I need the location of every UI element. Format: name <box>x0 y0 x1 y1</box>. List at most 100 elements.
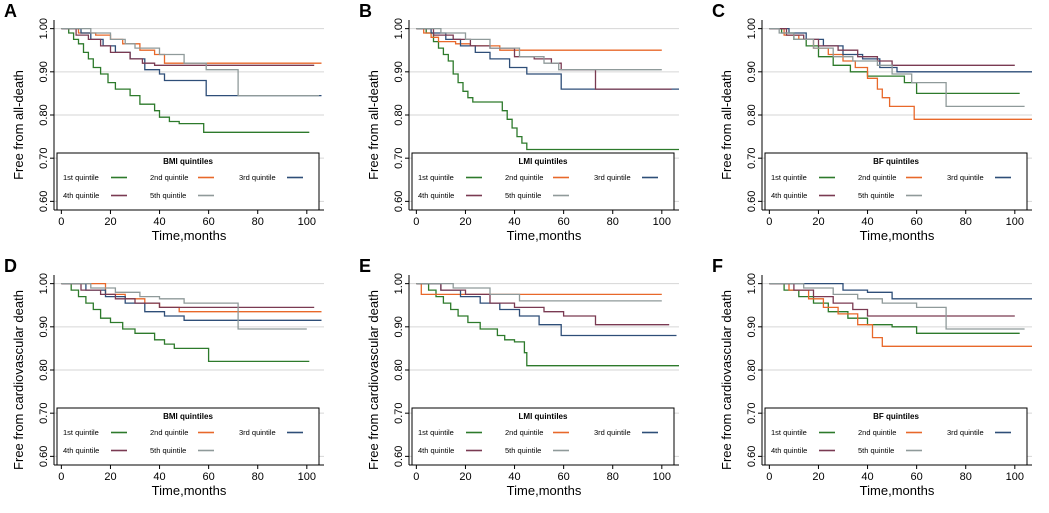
legend: BMI quintiles 1st quintile 2nd quintile 3rd… <box>56 152 320 211</box>
y-tick-label: 0.70 <box>393 402 405 423</box>
series-line-4 <box>769 282 1015 317</box>
y-tick-label: 0.60 <box>38 191 50 212</box>
x-tick-label: 40 <box>861 216 873 228</box>
y-tick-label: 0.80 <box>38 104 50 125</box>
x-tick-label: 100 <box>1006 471 1024 483</box>
y-tick-label: 1.00 <box>393 18 405 39</box>
series-line-1 <box>416 282 679 367</box>
series-line-4 <box>769 27 1015 66</box>
legend: LMI quintiles 1st quintile 2nd quintile 3rd… <box>411 407 675 466</box>
legend: BF quintiles 1st quintile 2nd quintile 3rd … <box>764 407 1028 466</box>
y-tick-label: 0.60 <box>746 191 758 212</box>
x-tick-label: 60 <box>911 216 923 228</box>
y-tick-label: 1.00 <box>38 273 50 294</box>
legend-label: 4th quintile <box>771 191 807 200</box>
legend-box <box>764 407 1028 466</box>
legend-label: 3rd quintile <box>594 173 631 182</box>
x-tick-label: 80 <box>607 216 619 228</box>
legend-label: 2nd quintile <box>505 428 543 437</box>
x-tick-label: 100 <box>298 216 316 228</box>
series-line-1 <box>769 282 1020 334</box>
x-axis-title: Time,months <box>152 228 227 243</box>
x-tick-label: 80 <box>607 471 619 483</box>
legend-label: 2nd quintile <box>858 173 896 182</box>
panel-letter: A <box>4 1 17 21</box>
y-tick-label: 0.70 <box>38 402 50 423</box>
series-line-5 <box>769 282 1025 330</box>
x-tick-label: 40 <box>508 471 520 483</box>
y-tick-label: 0.90 <box>38 316 50 337</box>
legend-box <box>411 152 675 211</box>
panel-letter: E <box>359 256 371 276</box>
x-tick-label: 40 <box>153 471 165 483</box>
series-line-3 <box>769 282 1032 300</box>
y-tick-label: 0.70 <box>393 147 405 168</box>
legend-label: 3rd quintile <box>947 428 984 437</box>
x-tick-label: 20 <box>812 216 824 228</box>
legend-label: 4th quintile <box>63 446 99 455</box>
panel-f: F 0.60 0.70 0.80 0.90 1.00 0 20 40 60 80 100 Time,mo… <box>712 256 1032 498</box>
y-tick-label: 1.00 <box>38 18 50 39</box>
series-line-5 <box>416 282 662 302</box>
legend-label: 3rd quintile <box>947 173 984 182</box>
legend-label: 5th quintile <box>505 191 541 200</box>
legend-label: 1st quintile <box>418 428 454 437</box>
x-axis-title: Time,months <box>860 228 935 243</box>
x-tick-label: 100 <box>653 471 671 483</box>
legend-label: 3rd quintile <box>594 428 631 437</box>
panel-letter: B <box>359 1 372 21</box>
panel-b: B 0.60 0.70 0.80 0.90 1.00 0 20 40 60 80 100 Time,mo… <box>359 1 679 243</box>
y-tick-label: 0.90 <box>38 61 50 82</box>
legend-title: BF quintiles <box>873 157 919 166</box>
y-axis-title: Free from all-death <box>719 70 734 180</box>
series-line-4 <box>61 282 315 309</box>
legend-box <box>56 152 320 211</box>
y-tick-label: 0.90 <box>393 61 405 82</box>
x-tick-label: 20 <box>812 471 824 483</box>
y-tick-label: 0.70 <box>746 147 758 168</box>
y-tick-label: 0.70 <box>746 402 758 423</box>
panel-c: C 0.60 0.70 0.80 0.90 1.00 0 20 40 60 80 100 Time,mo… <box>712 1 1032 243</box>
legend-label: 4th quintile <box>418 446 454 455</box>
legend-box <box>411 407 675 466</box>
series-line-1 <box>61 282 310 363</box>
y-tick-label: 0.80 <box>393 359 405 380</box>
panel-letter: F <box>712 256 723 276</box>
legend-label: 1st quintile <box>771 173 807 182</box>
y-tick-label: 1.00 <box>746 273 758 294</box>
y-tick-label: 0.60 <box>393 191 405 212</box>
series-line-1 <box>61 27 310 133</box>
x-tick-label: 40 <box>153 216 165 228</box>
series-line-5 <box>416 27 662 71</box>
x-tick-label: 80 <box>960 471 972 483</box>
legend-title: BMI quintiles <box>163 412 213 421</box>
legend-label: 4th quintile <box>418 191 454 200</box>
series-line-4 <box>416 27 672 90</box>
x-axis-title: Time,months <box>860 483 935 498</box>
legend-label: 5th quintile <box>150 191 186 200</box>
legend-label: 3rd quintile <box>239 428 276 437</box>
y-tick-label: 1.00 <box>746 18 758 39</box>
legend-box <box>764 152 1028 211</box>
legend-label: 5th quintile <box>858 446 894 455</box>
legend-title: LMI quintiles <box>519 157 568 166</box>
y-axis-title: Free from cardiovascular death <box>366 290 381 470</box>
x-tick-label: 80 <box>960 216 972 228</box>
y-tick-label: 0.80 <box>746 359 758 380</box>
legend-label: 5th quintile <box>858 191 894 200</box>
x-tick-label: 0 <box>413 471 419 483</box>
y-axis-title: Free from all-death <box>11 70 26 180</box>
legend-label: 1st quintile <box>63 428 99 437</box>
legend-label: 1st quintile <box>418 173 454 182</box>
x-tick-label: 100 <box>1006 216 1024 228</box>
x-tick-label: 40 <box>861 471 873 483</box>
legend-label: 5th quintile <box>150 446 186 455</box>
y-axis-title: Free from cardiovascular death <box>11 290 26 470</box>
legend: BMI quintiles 1st quintile 2nd quintile 3rd… <box>56 407 320 466</box>
legend-label: 4th quintile <box>63 191 99 200</box>
legend-label: 2nd quintile <box>150 173 188 182</box>
legend-label: 5th quintile <box>505 446 541 455</box>
x-tick-label: 20 <box>104 216 116 228</box>
series-line-5 <box>61 282 307 330</box>
